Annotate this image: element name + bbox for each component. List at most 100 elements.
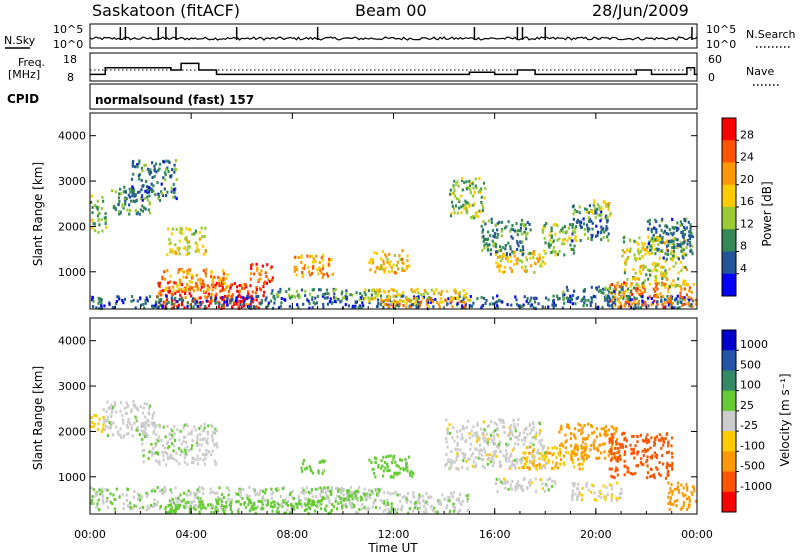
power-cell [325,288,329,292]
power-cell [474,184,477,188]
power-cell [571,294,575,298]
power-cell [606,303,609,307]
power-cell [606,227,609,231]
power-cell [619,301,622,305]
velocity-cell [181,450,184,454]
station-title: Saskatoon (fitACF) [92,1,240,20]
power-cell [606,219,609,223]
velocity-cell [523,462,526,466]
velocity-cell [482,431,485,435]
power-cell [227,289,231,293]
velocity-cell [604,498,607,502]
velocity-cell [560,442,563,446]
velocity-cell [501,418,505,422]
power-cell [672,279,675,283]
velocity-cell [513,422,516,426]
velocity-cell [379,498,382,502]
velocity-cell [611,425,614,429]
power-cell [270,265,273,269]
velocity-cell [603,450,606,454]
power-cell [301,266,304,270]
power-cell [630,282,633,286]
power-cell [151,161,154,165]
velocity-cell [132,495,135,499]
power-cell [473,190,476,194]
power-cell [491,239,494,243]
velocity-cell [445,504,449,508]
velocity-cell [610,467,613,471]
power-cell [578,220,581,224]
power-cell [681,296,684,300]
velocity-cell [195,503,198,507]
power-cell [489,248,493,252]
velocity-cell [329,489,332,493]
power-cell [341,290,344,294]
power-cell [125,197,128,201]
power-cell [250,272,253,276]
velocity-cell [671,492,674,496]
power-cell [529,256,532,260]
power-cell [254,306,257,310]
velocity-cell [155,438,158,442]
y-tick-label: 4000 [58,130,86,143]
velocity-cell [601,442,604,446]
velocity-cell [560,424,563,428]
velocity-cell [633,456,636,460]
velocity-cell [385,455,388,459]
power-cell [382,262,385,266]
velocity-cell [478,436,481,440]
power-cell [144,301,147,305]
power-cell [205,299,208,303]
power-cell [627,295,630,298]
velocity-cell [308,491,311,495]
velocity-cell [185,505,188,509]
power-cell [592,203,595,207]
power-cell [681,242,684,246]
velocity-cell [355,489,358,493]
power-cell [147,208,150,212]
power-cell [97,205,100,209]
power-cell [362,304,365,308]
velocity-cell [396,493,399,497]
power-cell [316,294,319,298]
velocity-cell [543,451,547,455]
power-cell [517,244,520,248]
power-cell [549,238,552,242]
velocity-cell [612,452,615,456]
power-cell [114,190,117,194]
power-cell [167,300,170,304]
velocity-cell [164,505,167,509]
x-tick-label: 12:00 [378,528,410,541]
power-cell [500,234,503,238]
velocity-cell [522,442,525,446]
power-cell [632,268,635,271]
velocity-cell [586,437,589,440]
power-cell [683,237,686,241]
power-cell [388,264,391,267]
velocity-cell [664,437,667,441]
velocity-cell [141,449,144,453]
power-cell [108,302,111,306]
velocity-cell [124,406,127,410]
velocity-cell [276,502,280,506]
velocity-cell [225,500,228,504]
power-cell [572,251,576,255]
power-cell [156,305,159,309]
velocity-cell [658,472,661,476]
velocity-cell [570,455,573,459]
velocity-cell [302,491,305,495]
velocity-cell [616,473,619,477]
velocity-cell [605,495,608,499]
power-cell [115,302,118,305]
power-cell [469,298,472,302]
power-cell [159,303,162,307]
power-cell [165,298,169,302]
velocity-cell [610,457,613,461]
velocity-cell [475,448,478,452]
power-cell [121,299,124,302]
velocity-cell [538,466,541,470]
velocity-cell [144,415,147,419]
power-cell [463,207,466,210]
velocity-cell [194,428,197,432]
velocity-cell [314,509,317,513]
